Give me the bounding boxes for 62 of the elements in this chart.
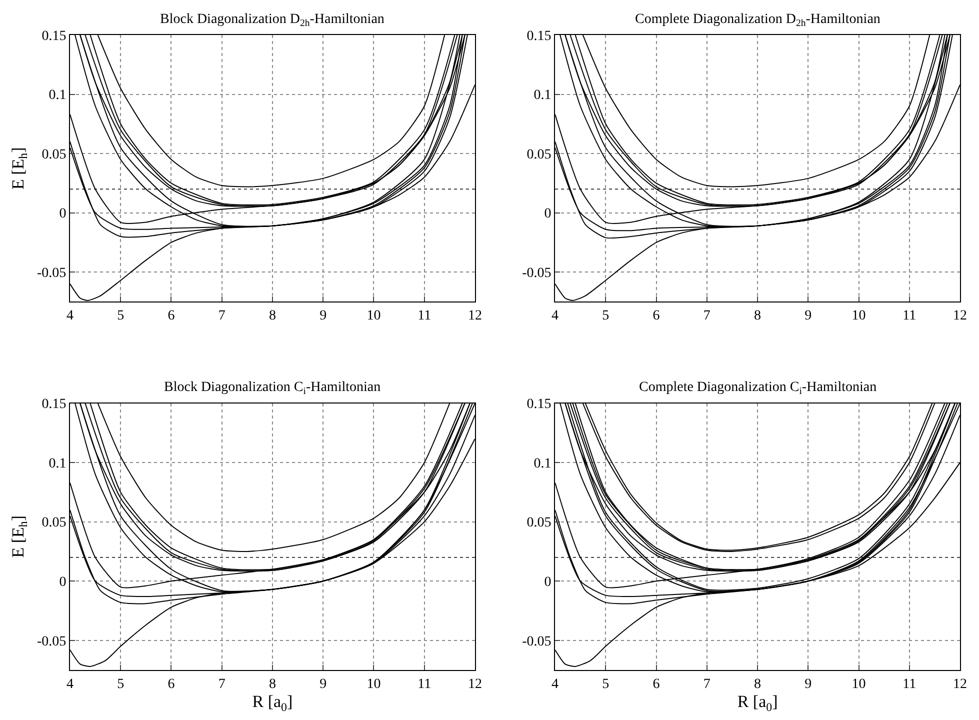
y-tick-label: -0.05 (522, 266, 552, 281)
x-tick-label: 4 (66, 676, 74, 692)
y-tick-label: 0.15 (526, 28, 552, 44)
y-tick-label: 0 (544, 206, 552, 222)
x-tick-label: 9 (804, 308, 812, 324)
x-tick-label: 12 (468, 308, 482, 324)
x-tick-label: 11 (418, 676, 432, 692)
x-tick-label: 6 (168, 676, 175, 692)
y-tick-label: 0.05 (526, 147, 552, 162)
x-tick-label: 7 (218, 676, 226, 692)
y-tick-label: 0 (544, 575, 552, 590)
x-tick-label: 8 (268, 308, 276, 324)
x-tick-label: 6 (652, 676, 660, 692)
x-tick-label: 5 (117, 676, 124, 692)
x-tick-label: 4 (552, 308, 559, 324)
x-tick-label: 11 (902, 676, 916, 692)
x-tick-label: 12 (468, 676, 482, 692)
x-axis-title: R [a$_{0}$] (737, 692, 778, 714)
y-tick-label: 0.1 (48, 456, 66, 472)
y-tick-label: 0.05 (42, 516, 66, 531)
x-tick-label: 12 (953, 676, 967, 692)
x-tick-label: 6 (168, 308, 175, 324)
chart-title: Block Diagonalization D$_{2h}$-Hamiltonian (160, 12, 384, 29)
x-tick-label: 4 (552, 676, 559, 692)
chart-title: Complete Diagonalization C$_{i}$-Hamiltonian (639, 380, 877, 397)
y-tick-label: 0.05 (526, 516, 552, 531)
y-tick-label: -0.05 (37, 634, 66, 650)
x-tick-label: 6 (652, 308, 660, 324)
y-tick-label: 0.05 (42, 147, 66, 162)
x-tick-label: 9 (804, 676, 812, 692)
y-tick-label: -0.05 (522, 634, 552, 650)
x-tick-label: 7 (703, 308, 710, 324)
x-tick-label: 12 (953, 308, 967, 324)
y-tick-label: 0 (59, 575, 66, 590)
x-tick-label: 10 (852, 676, 866, 692)
chart-title: Block Diagonalization C$_{i}$-Hamiltonian (164, 380, 381, 397)
y-tick-label: 0.15 (526, 397, 552, 412)
x-tick-label: 7 (218, 308, 226, 324)
y-tick-label: -0.05 (37, 266, 66, 281)
x-axis-title: R [a$_{0}$] (252, 692, 293, 714)
chart-title: Complete Diagonalization D$_{2h}$-Hamiltonian (635, 12, 880, 29)
y-tick-label: 0.15 (42, 397, 66, 412)
x-tick-label: 8 (754, 676, 762, 692)
x-tick-label: 8 (754, 308, 762, 324)
x-tick-label: 5 (117, 308, 124, 324)
x-tick-label: 10 (366, 308, 381, 324)
y-tick-label: 0.15 (42, 28, 66, 44)
x-tick-label: 4 (66, 308, 74, 324)
x-tick-label: 8 (268, 676, 276, 692)
y-tick-label: 0.1 (534, 456, 552, 472)
y-tick-label: 0.1 (534, 88, 552, 104)
x-tick-label: 9 (320, 308, 327, 324)
y-tick-label: 0 (59, 206, 66, 222)
x-tick-label: 5 (602, 676, 610, 692)
x-tick-label: 7 (703, 676, 710, 692)
x-tick-label: 10 (366, 676, 381, 692)
x-tick-label: 11 (418, 308, 432, 324)
x-tick-label: 9 (320, 676, 327, 692)
x-tick-label: 10 (852, 308, 866, 324)
y-tick-label: 0.1 (48, 88, 66, 104)
x-tick-label: 11 (902, 308, 916, 324)
x-tick-label: 5 (602, 308, 610, 324)
